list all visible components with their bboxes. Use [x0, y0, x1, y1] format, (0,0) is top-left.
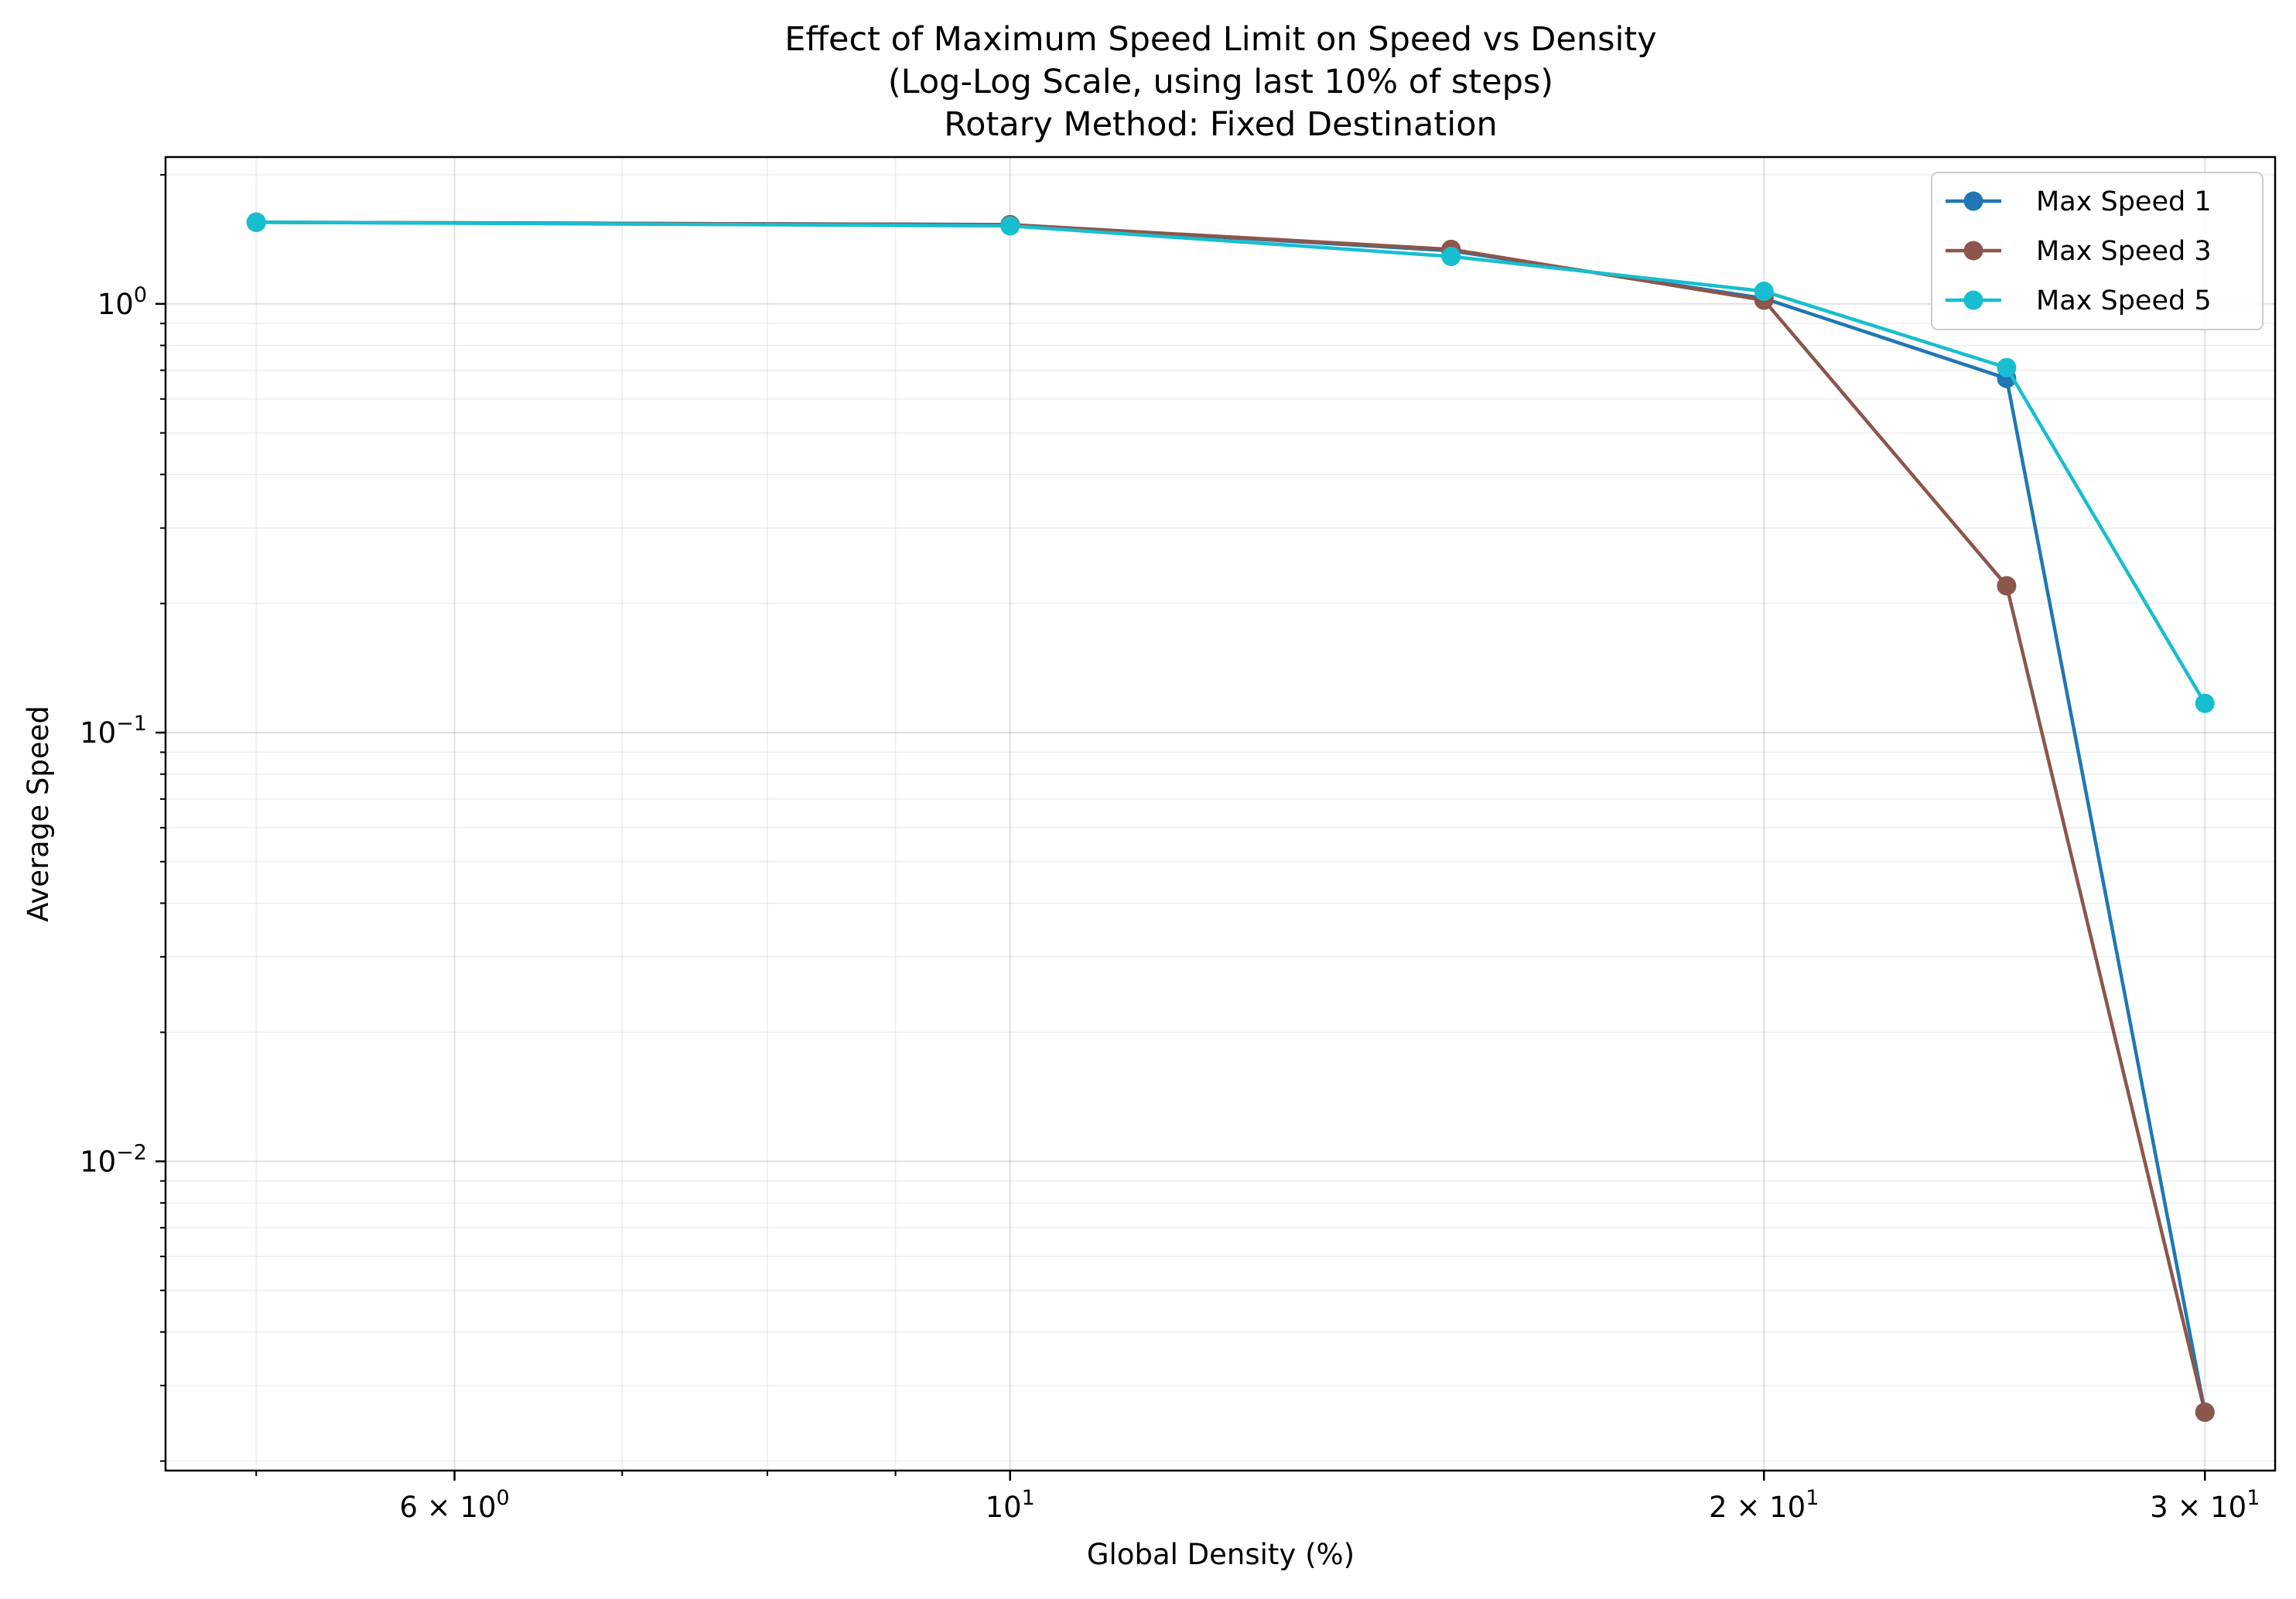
- x-tick-label-exponent: 1: [1022, 1486, 1035, 1510]
- x-tick-label: 6 × 100: [399, 1486, 509, 1524]
- y-tick-label: 10−2: [80, 1140, 147, 1178]
- legend-label: Max Speed 5: [2036, 285, 2212, 316]
- x-tick-label-exponent: 1: [2246, 1486, 2260, 1510]
- y-tick-label-base: 10: [80, 716, 116, 750]
- legend-item: Max Speed 1: [1946, 186, 2212, 217]
- series-line: [256, 220, 2207, 705]
- legend-frame: [1931, 172, 2264, 330]
- legend-item: Max Speed 3: [1946, 236, 2212, 267]
- chart-title-line-3: Rotary Method: Fixed Destination: [944, 105, 1498, 144]
- legend-marker: [1963, 290, 1983, 310]
- legend-label: Max Speed 3: [2036, 236, 2212, 267]
- data-point: [1754, 281, 1774, 301]
- x-tick-label: 3 × 101: [2150, 1486, 2260, 1524]
- y-axis-label: Average Speed: [22, 706, 55, 922]
- chart-title: Effect of Maximum Speed Limit on Speed v…: [784, 20, 1657, 144]
- grid: [166, 157, 2275, 1471]
- x-tick-label-base: 10: [986, 1491, 1022, 1524]
- y-tick-label-exponent: 0: [134, 283, 147, 307]
- y-tick-label-exponent: −1: [116, 712, 147, 736]
- x-tick-label-exponent: 0: [497, 1486, 510, 1510]
- series-2: [246, 212, 2215, 1423]
- x-axis-label: Global Density (%): [1087, 1538, 1355, 1571]
- legend-marker: [1963, 241, 1983, 261]
- plot-series: [246, 212, 2215, 1423]
- data-point: [1997, 357, 2017, 378]
- y-tick-label-base: 10: [80, 1145, 116, 1178]
- data-point: [2195, 693, 2215, 713]
- data-point: [1441, 246, 1461, 266]
- data-point: [246, 212, 266, 232]
- data-point: [2195, 1403, 2215, 1423]
- plot-frame: [164, 155, 2277, 1472]
- series-line: [256, 220, 2207, 1413]
- series-1: [246, 212, 2215, 1423]
- x-tick-label-base: 3 × 10: [2150, 1491, 2246, 1524]
- y-tick-label-exponent: −2: [116, 1140, 147, 1164]
- series-line: [256, 220, 2207, 1413]
- y-tick-label: 10−1: [80, 712, 147, 750]
- x-tick-label: 101: [986, 1486, 1035, 1524]
- x-tick-label-exponent: 1: [1806, 1486, 1819, 1510]
- x-tick-label-base: 6 × 10: [399, 1491, 496, 1524]
- series-3: [246, 212, 2215, 713]
- x-tick-label-base: 2 × 10: [1709, 1491, 1806, 1524]
- chart-title-line-1: Effect of Maximum Speed Limit on Speed v…: [784, 20, 1657, 59]
- y-tick-label-base: 10: [97, 288, 134, 321]
- legend-label: Max Speed 1: [2036, 186, 2212, 217]
- legend: Max Speed 1 Max Speed 3 Max Speed 5: [1931, 172, 2264, 330]
- x-tick-label: 2 × 101: [1709, 1486, 1819, 1524]
- data-point: [1000, 216, 1020, 236]
- legend-marker: [1963, 191, 1983, 211]
- y-tick-label: 100: [97, 283, 147, 321]
- data-point: [1997, 576, 2017, 596]
- chart-title-line-2: (Log-Log Scale, using last 10% of steps): [888, 63, 1553, 101]
- legend-item: Max Speed 5: [1946, 285, 2212, 316]
